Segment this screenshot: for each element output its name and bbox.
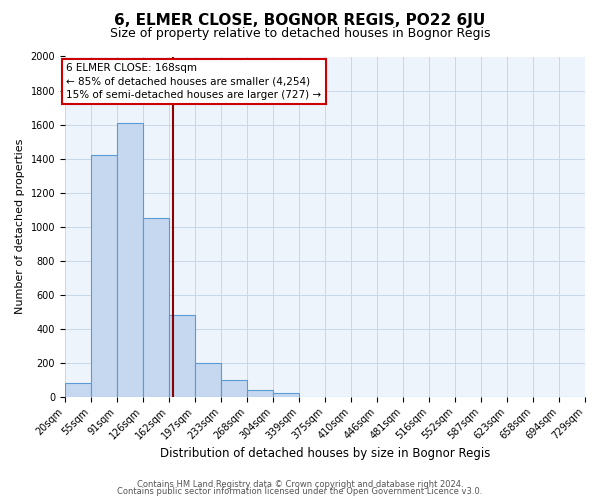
Bar [143,218,169,396]
Text: 6 ELMER CLOSE: 168sqm
← 85% of detached houses are smaller (4,254)
15% of semi-d: 6 ELMER CLOSE: 168sqm ← 85% of detached … [67,64,322,100]
Bar [91,155,117,396]
Bar [273,394,299,396]
X-axis label: Distribution of detached houses by size in Bognor Regis: Distribution of detached houses by size … [160,447,490,460]
Text: Contains HM Land Registry data © Crown copyright and database right 2024.: Contains HM Land Registry data © Crown c… [137,480,463,489]
Bar [65,383,91,396]
Bar [169,315,195,396]
Bar [117,123,143,396]
Bar [221,380,247,396]
Bar [195,362,221,396]
Y-axis label: Number of detached properties: Number of detached properties [15,139,25,314]
Text: Size of property relative to detached houses in Bognor Regis: Size of property relative to detached ho… [110,28,490,40]
Bar [247,390,273,396]
Text: 6, ELMER CLOSE, BOGNOR REGIS, PO22 6JU: 6, ELMER CLOSE, BOGNOR REGIS, PO22 6JU [115,12,485,28]
Text: Contains public sector information licensed under the Open Government Licence v3: Contains public sector information licen… [118,487,482,496]
